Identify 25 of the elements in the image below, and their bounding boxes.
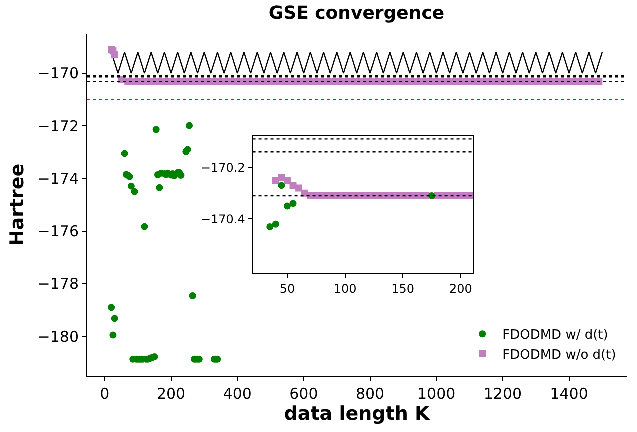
y-tick-label: −176: [38, 222, 79, 241]
x-tick-label: 200: [156, 385, 186, 403]
y-axis-title: Hartree: [6, 164, 29, 246]
y-tick-label: −178: [38, 275, 79, 294]
x-axis-title: data length K: [284, 403, 431, 425]
y-tick-label: −172: [38, 117, 79, 136]
y-tick-label: −170.2: [200, 160, 246, 175]
x-tick-label: 100: [334, 282, 357, 296]
y-tick-label: −170.4: [200, 212, 246, 226]
x-tick-label: 50: [280, 282, 296, 296]
x-tick-label: 400: [223, 385, 252, 403]
y-tick-label: −180: [38, 328, 79, 346]
y-tick-label: −174: [38, 170, 79, 188]
x-tick-label: 150: [392, 282, 415, 296]
x-tick-label: 1200: [484, 385, 522, 403]
x-tick-label: 1000: [418, 385, 456, 403]
legend-label: FDODMD w/o d(t): [502, 348, 616, 364]
x-tick-label: 1400: [550, 385, 588, 403]
x-tick-label: 800: [356, 385, 385, 403]
chart-title: GSE convergence: [268, 3, 445, 24]
x-tick-label: 0: [100, 385, 110, 403]
legend-label: FDODMD w/ d(t): [502, 328, 608, 344]
y-tick-label: −170: [38, 64, 79, 83]
x-tick-label: 600: [290, 385, 318, 403]
x-tick-label: 200: [449, 282, 472, 296]
